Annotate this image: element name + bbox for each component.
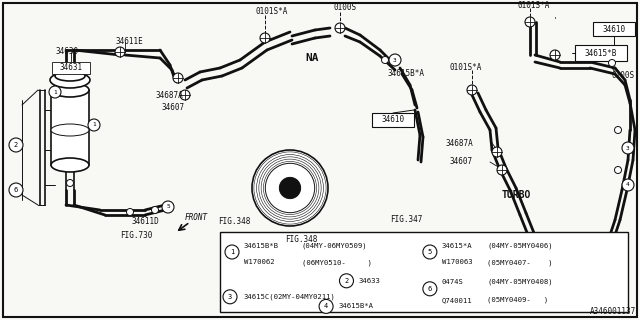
Ellipse shape [50,72,90,88]
Text: 1: 1 [230,249,234,255]
Circle shape [381,57,388,63]
Circle shape [525,17,535,27]
Circle shape [423,282,437,296]
Circle shape [423,245,437,259]
Bar [51,90,89,165]
Circle shape [67,180,74,187]
Bar [52,62,90,74]
Text: 34615*A: 34615*A [442,243,472,249]
Circle shape [622,142,634,154]
Text: 0101S*A: 0101S*A [255,6,287,15]
Bar [575,45,627,61]
Text: 4: 4 [626,182,630,188]
Text: 5: 5 [166,204,170,210]
Circle shape [223,290,237,304]
Text: (04MY-05MY0408): (04MY-05MY0408) [487,278,553,285]
Circle shape [9,183,23,197]
Text: 34615B*A: 34615B*A [339,303,373,309]
Text: FIG.348: FIG.348 [218,218,250,227]
Circle shape [152,206,159,213]
Text: Q740011: Q740011 [442,297,472,303]
Ellipse shape [51,158,89,172]
Circle shape [280,177,301,199]
Circle shape [260,33,270,43]
Circle shape [467,85,477,95]
Text: 2: 2 [344,278,349,284]
Text: 5: 5 [428,249,432,255]
Text: FIG.730: FIG.730 [120,230,152,239]
Circle shape [88,119,100,131]
Bar [220,232,628,312]
Text: FRONT: FRONT [185,213,208,222]
Text: (04MY-05MY0406): (04MY-05MY0406) [487,242,553,249]
Circle shape [9,138,23,152]
Bar [372,113,414,127]
Circle shape [127,209,134,215]
Text: 2: 2 [14,142,18,148]
Text: 0100S: 0100S [612,70,635,79]
Text: TURBO: TURBO [502,190,531,200]
Circle shape [614,166,621,173]
Circle shape [319,300,333,313]
Text: 0100S: 0100S [333,4,356,12]
Text: FIG.347: FIG.347 [390,215,422,225]
Text: 34610: 34610 [381,116,404,124]
Text: 6: 6 [428,286,432,292]
Text: 34687A: 34687A [445,139,473,148]
Circle shape [492,147,502,157]
Circle shape [609,60,616,67]
Text: 34630: 34630 [55,47,78,57]
Text: 3: 3 [228,294,232,300]
Ellipse shape [51,83,89,97]
Text: 34615*B: 34615*B [585,49,617,58]
Text: W170063: W170063 [442,260,472,265]
Text: 34607: 34607 [450,157,473,166]
Circle shape [266,163,315,213]
Text: 34611E: 34611E [115,37,143,46]
Circle shape [497,165,507,175]
Text: 3: 3 [393,58,397,62]
Circle shape [550,50,560,60]
Text: A346001137: A346001137 [590,308,636,316]
Ellipse shape [55,71,85,81]
Text: (05MY0409-   ): (05MY0409- ) [487,297,548,303]
Text: FIG.348: FIG.348 [285,236,317,244]
Bar [593,22,635,36]
Text: 34633: 34633 [359,278,381,284]
Text: 34610: 34610 [602,25,625,34]
Circle shape [389,54,401,66]
Text: 0474S: 0474S [442,279,464,284]
Circle shape [252,150,328,226]
Text: W170062: W170062 [244,260,275,265]
Circle shape [162,201,174,213]
Text: 34607: 34607 [162,103,185,113]
Text: 34615C(02MY-04MY0211): 34615C(02MY-04MY0211) [243,293,335,300]
Text: 3: 3 [626,146,630,150]
Text: 0101S*A: 0101S*A [518,1,550,10]
Text: 6: 6 [14,187,18,193]
Text: 1: 1 [92,123,96,127]
Circle shape [115,47,125,57]
Text: 34611D: 34611D [132,218,160,227]
Text: 1: 1 [53,90,57,94]
Text: 34631: 34631 [60,63,83,73]
Text: 4: 4 [324,303,328,309]
Circle shape [173,73,183,83]
Circle shape [335,23,345,33]
Text: 34687A: 34687A [155,91,183,100]
Circle shape [622,179,634,191]
Text: 34615B*B: 34615B*B [244,243,279,249]
Text: (06MY0510-     ): (06MY0510- ) [301,259,371,266]
Text: (04MY-06MY0509): (04MY-06MY0509) [301,242,367,249]
Text: 34615B*A: 34615B*A [388,68,425,77]
Text: 0101S*A: 0101S*A [450,62,483,71]
Ellipse shape [51,124,89,136]
Text: (05MY0407-    ): (05MY0407- ) [487,259,553,266]
Circle shape [339,274,353,288]
Circle shape [180,90,190,100]
Circle shape [49,86,61,98]
Text: NA: NA [305,53,319,63]
Circle shape [225,245,239,259]
Circle shape [614,126,621,133]
